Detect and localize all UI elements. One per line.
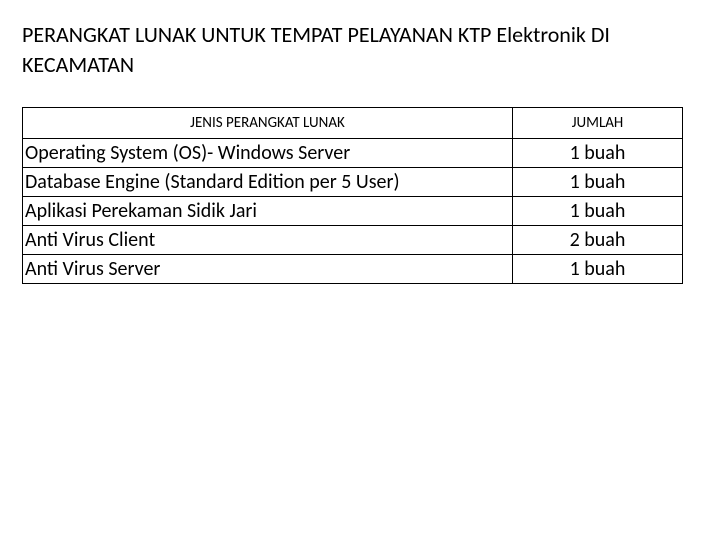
cell-jumlah: 2 buah [513, 226, 683, 255]
col-header-jenis: JENIS PERANGKAT LUNAK [23, 108, 513, 139]
cell-jenis: Anti Virus Server [23, 255, 513, 284]
cell-jenis: Aplikasi Perekaman Sidik Jari [23, 197, 513, 226]
cell-jumlah: 1 buah [513, 197, 683, 226]
table-row: Anti Virus Client 2 buah [23, 226, 683, 255]
table-row: Operating System (OS)- Windows Server 1 … [23, 139, 683, 168]
table-header-row: JENIS PERANGKAT LUNAK JUMLAH [23, 108, 683, 139]
cell-jenis: Anti Virus Client [23, 226, 513, 255]
cell-jenis: Operating System (OS)- Windows Server [23, 139, 513, 168]
cell-jenis: Database Engine (Standard Edition per 5 … [23, 168, 513, 197]
software-table: JENIS PERANGKAT LUNAK JUMLAH Operating S… [22, 107, 683, 284]
cell-jumlah: 1 buah [513, 168, 683, 197]
table-row: Database Engine (Standard Edition per 5 … [23, 168, 683, 197]
table-row: Aplikasi Perekaman Sidik Jari 1 buah [23, 197, 683, 226]
cell-jumlah: 1 buah [513, 255, 683, 284]
col-header-jumlah: JUMLAH [513, 108, 683, 139]
table-row: Anti Virus Server 1 buah [23, 255, 683, 284]
page-title: PERANGKAT LUNAK UNTUK TEMPAT PELAYANAN K… [22, 20, 698, 79]
cell-jumlah: 1 buah [513, 139, 683, 168]
